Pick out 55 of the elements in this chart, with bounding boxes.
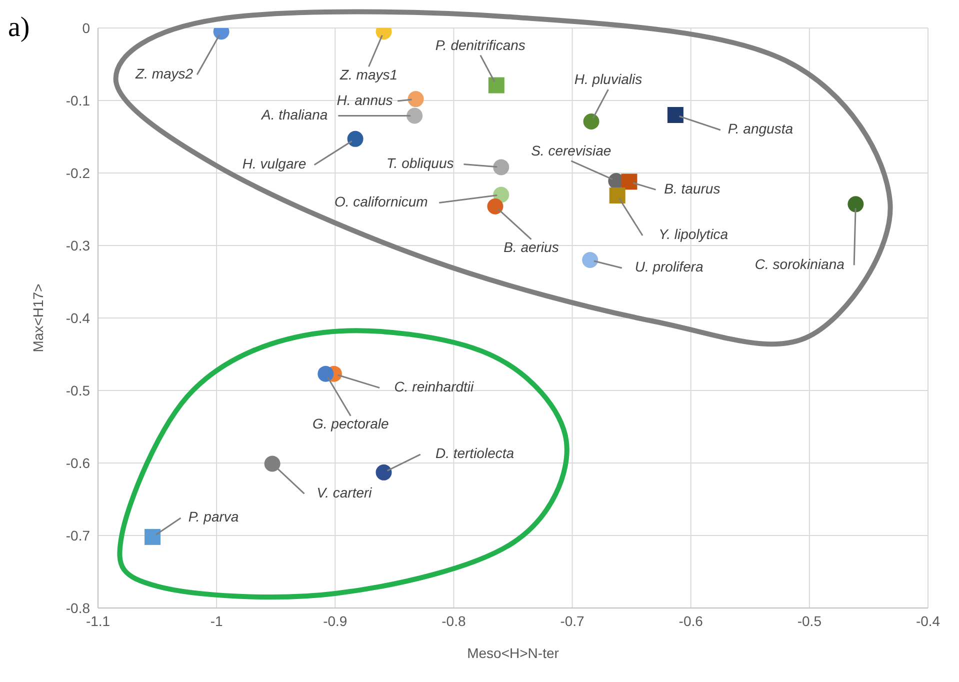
y-tick-label: -0.6 [66,454,90,471]
x-tick-label: -1 [210,612,224,629]
annotation: D. tertiolecta [435,445,514,462]
annotation: V. carteri [316,484,373,500]
annotation: P. denitrificans [435,36,526,53]
y-axis-title: Max<H17> [30,284,46,352]
annotation: P. parva [188,508,239,525]
point [621,174,638,190]
annotation: A. thaliana [260,106,328,122]
point [493,159,510,176]
x-tick-label: -0.7 [560,612,585,629]
y-tick-label: 0 [82,20,90,36]
annotation: B. aerius [504,239,559,256]
annotation: H. pluvialis [574,71,642,88]
y-tick-label: -0.4 [66,310,90,326]
annotation: Y. lipolytica [658,226,728,242]
annotation: U. prolifera [634,258,704,275]
point [144,528,161,545]
annotation: S. cerevisiae [531,142,612,159]
y-tick-label: -0.1 [66,92,90,108]
point [583,114,600,130]
point [487,198,504,214]
point [408,91,424,108]
annotation: H. annus [336,92,393,108]
x-tick-label: -0.5 [797,612,822,629]
point [667,107,684,123]
annotation: H. vulgare [242,156,306,172]
point [848,196,864,212]
annotation: Z. mays1 [338,66,398,82]
x-axis-title: Meso<H>N-ter [467,645,560,661]
y-tick-label: -0.2 [66,164,90,181]
annotation: C. sorokiniana [754,256,845,272]
annotation: P. angusta [728,120,794,137]
annotation: O. californicum [334,193,428,210]
annotation: T. obliquus [386,154,454,171]
point [264,456,280,472]
annotation: G. pectorale [312,416,389,432]
point [347,130,364,147]
chart-title: a) [8,12,30,44]
x-tick-label: -0.4 [916,612,940,629]
y-tick-label: -0.3 [66,237,90,254]
point [406,108,423,124]
point [318,366,334,382]
point [488,77,504,94]
x-tick-label: -0.6 [678,612,704,629]
annotation: C. reinhardtii [394,378,475,395]
point [609,187,626,204]
x-tick-label: -0.9 [323,612,348,629]
y-tick-label: -0.5 [66,382,90,398]
y-tick-label: -0.7 [66,527,90,544]
x-tick-label: -0.8 [442,612,466,629]
point [582,252,598,268]
annotation: Z. mays2 [134,65,194,82]
point [376,464,392,480]
annotation: B. taurus [664,180,720,196]
